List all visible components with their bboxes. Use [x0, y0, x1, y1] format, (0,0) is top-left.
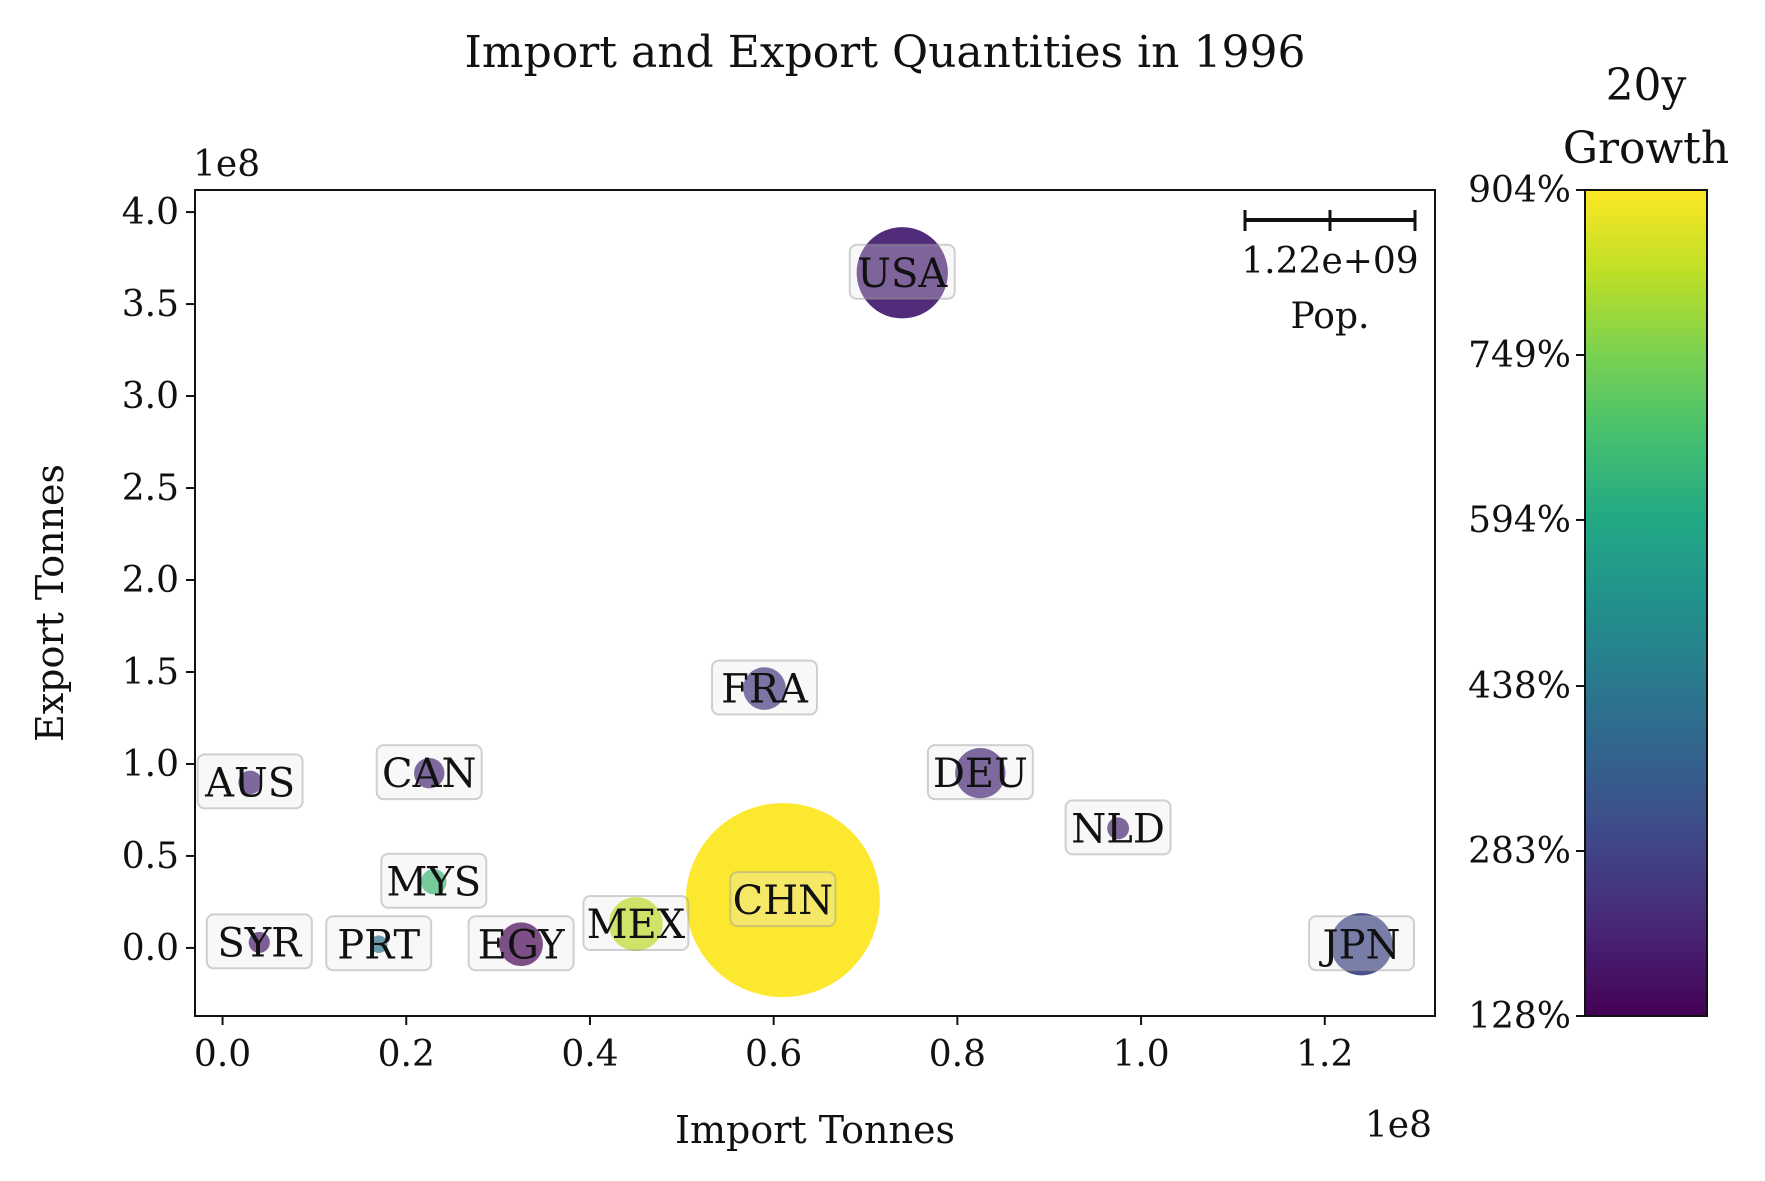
- x-tick-label: 0.0: [194, 1034, 251, 1075]
- x-tick-label: 0.8: [929, 1034, 986, 1075]
- y-tick-label: 1.0: [122, 744, 179, 785]
- x-offset-label: 1e8: [1365, 1105, 1432, 1146]
- x-tick-label: 0.6: [745, 1034, 802, 1075]
- bubble-aus: [238, 770, 262, 795]
- colorbar-tick-label: 594%: [1468, 500, 1571, 541]
- bubble-label-can: CAN: [375, 744, 483, 801]
- x-axis: 0.0 0.2 0.4 0.6 0.8 1.0 1.2: [194, 1016, 1353, 1075]
- y-tick-label: 2.0: [122, 560, 179, 601]
- label-box: [380, 852, 488, 909]
- bubble-label-text: CHN: [733, 878, 834, 924]
- x-tick-label: 1.2: [1296, 1034, 1353, 1075]
- bubble-label-deu: DEU: [926, 744, 1034, 801]
- size-legend-value: 1.22e+09: [1241, 241, 1418, 282]
- bubble-label-chn: CHN: [729, 871, 837, 928]
- bubble-label-text: CAN: [382, 751, 477, 797]
- bubble-label-text: MYS: [386, 860, 481, 906]
- bubble-label-text: USA: [857, 251, 948, 297]
- label-box: [582, 895, 690, 952]
- y-tick-label: 0.5: [122, 836, 179, 877]
- label-box: [325, 915, 433, 972]
- y-tick-label: 4.0: [122, 192, 179, 233]
- bubble-label-syr: SYR: [205, 913, 313, 970]
- colorbar-tick-label: 283%: [1468, 831, 1571, 872]
- bubble-label-text: EGY: [478, 922, 565, 968]
- y-offset-label: 1e8: [193, 144, 260, 185]
- colorbar-title-line2: Growth: [1563, 123, 1729, 174]
- bubble-mex: [608, 897, 663, 951]
- y-axis: 0.0 0.5 1.0 1.5 2.0 2.5 3.0 3.5 4.0: [122, 192, 195, 969]
- label-box: [710, 659, 818, 716]
- bubble-label-aus: AUS: [196, 753, 304, 810]
- y-tick-label: 3.5: [122, 284, 179, 325]
- bubble-label-mys: MYS: [380, 852, 488, 909]
- bubble-jpn: [1330, 913, 1393, 976]
- bubble-label-text: PRT: [337, 922, 420, 968]
- bubble-label-egy: EGY: [467, 915, 575, 972]
- bubble-prt: [369, 935, 388, 954]
- y-tick-label: 3.0: [122, 376, 179, 417]
- label-box: [375, 744, 483, 801]
- bubble-label-text: JPN: [1319, 922, 1401, 968]
- bubble-label-text: NLD: [1071, 806, 1165, 852]
- colorbar-tick-label: 438%: [1468, 666, 1571, 707]
- bubble-nld: [1107, 817, 1130, 840]
- bubble-usa: [856, 227, 948, 319]
- label-box: [729, 871, 837, 928]
- bubble-label-layer: USA FRA AUS CAN DEU NLD MYS CHN MEX SYR PRT EGY JPN: [196, 243, 1416, 972]
- label-box: [196, 753, 304, 810]
- bubble-fra: [743, 667, 786, 710]
- bubble-syr: [248, 931, 270, 953]
- colorbar-title-line1: 20y: [1606, 60, 1687, 111]
- label-box: [1064, 799, 1172, 856]
- y-tick-label: 0.0: [122, 928, 179, 969]
- bubble-layer: [238, 227, 1393, 998]
- bubble-can: [414, 757, 445, 789]
- size-legend: 1.22e+09 Pop.: [1241, 210, 1419, 337]
- bubble-label-text: FRA: [721, 667, 809, 713]
- bubble-label-usa: USA: [848, 243, 956, 300]
- bubble-label-fra: FRA: [710, 659, 818, 716]
- bubble-label-text: MEX: [587, 902, 686, 948]
- size-legend-unit: Pop.: [1291, 296, 1370, 337]
- label-box: [848, 243, 956, 300]
- bubble-label-nld: NLD: [1064, 799, 1172, 856]
- x-tick-label: 0.2: [378, 1034, 435, 1075]
- colorbar-tick-label: 904%: [1468, 170, 1571, 211]
- label-box: [205, 913, 313, 970]
- bubble-deu: [955, 748, 1006, 799]
- colorbar-ticks: 128% 283% 438% 594% 749% 904%: [1468, 170, 1585, 1037]
- bubble-label-mex: MEX: [582, 895, 690, 952]
- plot-frame: [194, 189, 1436, 1017]
- bubble-chn: [685, 803, 880, 998]
- chart-title: Import and Export Quantities in 1996: [465, 27, 1306, 78]
- y-axis-label: Export Tonnes: [28, 464, 72, 742]
- x-tick-label: 0.4: [561, 1034, 618, 1075]
- colorbar: 20y Growth 128% 283% 438% 594% 749% 904%: [1468, 60, 1729, 1037]
- label-box: [1308, 915, 1416, 972]
- colorbar-gradient: [1584, 189, 1708, 1017]
- colorbar-tick-label: 128%: [1468, 996, 1571, 1037]
- bubble-egy: [499, 922, 543, 967]
- y-tick-label: 2.5: [122, 468, 179, 509]
- bubble-mys: [421, 868, 447, 895]
- x-axis-label: Import Tonnes: [675, 1108, 955, 1152]
- y-tick-label: 1.5: [122, 652, 179, 693]
- colorbar-tick-label: 749%: [1468, 335, 1571, 376]
- bubble-label-jpn: JPN: [1308, 915, 1416, 972]
- bubble-label-text: DEU: [933, 751, 1028, 797]
- label-box: [926, 744, 1034, 801]
- label-box: [467, 915, 575, 972]
- bubble-label-text: AUS: [204, 760, 295, 806]
- bubble-label-prt: PRT: [325, 915, 433, 972]
- bubble-label-text: SYR: [217, 920, 303, 966]
- x-tick-label: 1.0: [1112, 1034, 1169, 1075]
